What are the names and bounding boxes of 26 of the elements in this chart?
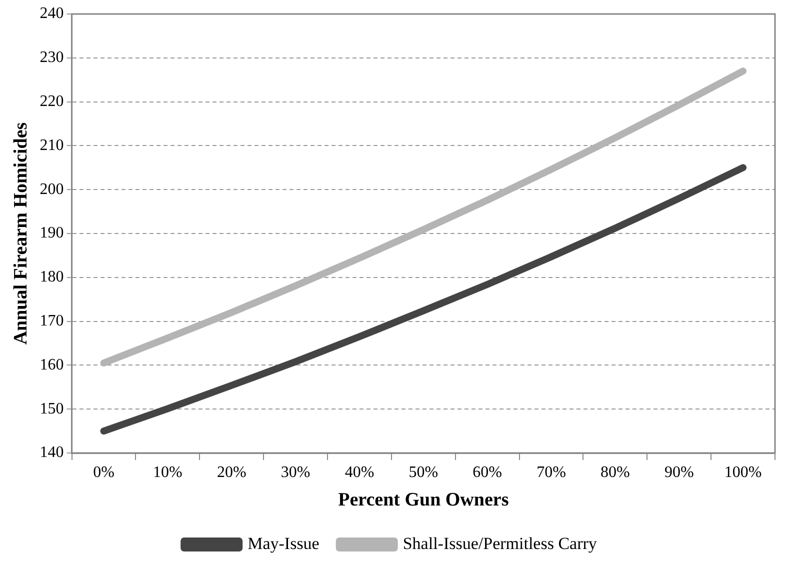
x-tick-label: 0%	[93, 464, 114, 481]
y-axis-title: Annual Firearm Homicides	[10, 122, 32, 345]
y-tick-label: 170	[40, 312, 64, 330]
x-tick-label: 30%	[280, 464, 310, 481]
x-tick-label: 20%	[216, 464, 246, 481]
x-tick-label: 10%	[153, 464, 182, 481]
y-tick-label: 190	[40, 224, 64, 242]
legend-label: May-Issue	[248, 534, 320, 553]
x-tick-label: 60%	[472, 464, 502, 481]
y-tick-label: 230	[40, 49, 64, 66]
y-tick-label: 150	[40, 400, 64, 418]
y-tick-label: 200	[40, 180, 64, 198]
x-tick-label: 70%	[536, 464, 566, 481]
y-tick-label: 180	[40, 268, 64, 286]
y-tick-label: 220	[40, 93, 64, 110]
x-axis-title: Percent Gun Owners	[338, 490, 509, 511]
legend-label: Shall-Issue/Permitless Carry	[402, 534, 598, 553]
y-tick-label: 160	[40, 356, 64, 374]
x-tick-label: 100%	[724, 464, 762, 481]
x-tick-label: 90%	[664, 464, 694, 481]
y-tick-label: 240	[40, 5, 64, 22]
y-tick-label: 210	[40, 136, 64, 154]
x-tick-label: 80%	[600, 464, 630, 481]
y-tick-label: 140	[40, 444, 64, 462]
x-tick-label: 40%	[344, 464, 374, 481]
x-tick-label: 50%	[408, 464, 438, 481]
